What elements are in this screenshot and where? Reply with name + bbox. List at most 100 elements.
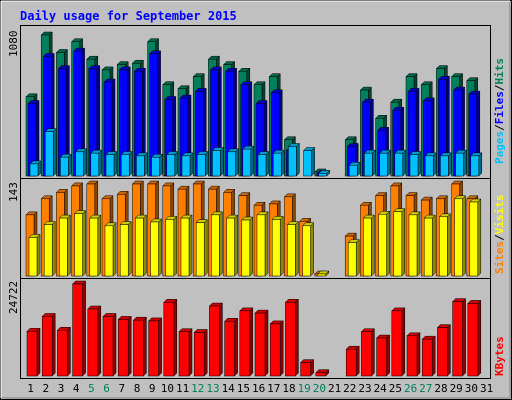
hits-files-pages-pages-bar-3-face	[60, 156, 69, 177]
hits-files-pages-pages-bar-3	[59, 153, 73, 177]
day-label-18: 18	[282, 382, 295, 395]
legend-sites-visits-part-0: Sites	[493, 241, 506, 274]
sites-visits-visits-bar-7-side	[127, 220, 132, 277]
sites-visits-visits-bar-27-side	[431, 214, 436, 277]
sites-visits-visits-bar-14-side	[234, 214, 238, 277]
kbytes-kbytes-bar-26-face	[406, 335, 418, 377]
kbytes-kbytes-bar-25-side	[401, 307, 406, 377]
hits-files-pages-pages-bar-12	[196, 150, 209, 177]
sites-visits-visits-bar-23-face	[363, 217, 372, 277]
kbytes-kbytes-bar-25-face	[391, 310, 403, 377]
kbytes-kbytes-bar-24-face	[376, 337, 387, 377]
kbytes-kbytes-bar-16-face	[254, 312, 266, 377]
kbytes-kbytes-bar-15-face	[239, 310, 251, 377]
kbytes-kbytes-bar-15	[239, 307, 254, 377]
hits-files-pages-pages-bar-16-side	[265, 150, 270, 177]
kbytes-kbytes-bar-3-side	[67, 326, 71, 377]
kbytes-kbytes-bar-13-side	[219, 302, 223, 377]
hits-files-pages-pages-bar-6	[105, 150, 118, 177]
hits-files-pages-pages-bar-8-side	[144, 152, 148, 177]
sites-visits-visits-bar-12-face	[195, 222, 205, 277]
kbytes-kbytes-bar-11	[178, 328, 193, 377]
sites-visits-visits-bar-10-face	[165, 219, 175, 277]
kbytes-kbytes-bar-5-face	[87, 308, 99, 377]
hits-files-pages-pages-bar-18	[287, 142, 301, 177]
kbytes-kbytes-bar-17-side	[279, 320, 284, 377]
hits-files-pages-pages-bar-7-face	[120, 154, 130, 177]
sites-visits-visits-bar-9-face	[150, 221, 159, 277]
kbytes-kbytes-bar-29	[451, 297, 467, 377]
hits-files-pages-pages-bar-23-face	[364, 152, 373, 177]
hits-files-pages-pages-bar-9	[150, 153, 164, 177]
hits-files-pages-pages-bar-29	[454, 149, 468, 177]
hits-files-pages-files-bar-9	[148, 50, 162, 177]
hits-files-pages-pages-bar-16-face	[257, 154, 267, 177]
hits-files-pages-pages-bar-8	[135, 152, 149, 177]
day-label-3: 3	[58, 382, 65, 395]
kbytes-kbytes-bar-16	[254, 309, 269, 377]
sites-visits-axis-max-label: 143	[7, 182, 20, 202]
hits-files-pages-pages-bar-28-face	[440, 155, 449, 177]
hits-files-pages-pages-bar-14-face	[227, 151, 236, 177]
kbytes-kbytes-bar-22-side	[355, 345, 360, 377]
kbytes-kbytes-bar-30-face	[467, 303, 479, 377]
kbytes-kbytes-bar-2-side	[51, 312, 56, 377]
hits-files-pages-pages-bar-17-face	[272, 152, 282, 177]
sites-visits-visits-bar-10-side	[173, 215, 178, 277]
kbytes-kbytes-bar-19	[299, 358, 315, 377]
hits-files-pages-pages-bar-7-side	[128, 150, 133, 177]
sites-visits-visits-bar-25-side	[401, 208, 406, 277]
sites-visits-visits-bar-13	[210, 211, 224, 277]
day-label-4: 4	[73, 382, 80, 395]
hits-files-pages-pages-bar-28-side	[448, 152, 452, 177]
hits-files-pages-pages-bar-1-face	[29, 163, 39, 177]
sites-visits-visits-bar-3	[58, 214, 72, 277]
kbytes-kbytes-bar-28	[436, 324, 452, 377]
sites-visits-visits-bar-6-side	[112, 222, 117, 277]
sites-visits-visits-bar-17-face	[271, 219, 281, 277]
kbytes-kbytes-bar-24-side	[386, 334, 390, 377]
kbytes-kbytes-bar-26-side	[416, 332, 421, 377]
legend-sites-visits-part-2: Visits	[493, 195, 506, 235]
sites-visits-visits-bar-28-face	[439, 216, 448, 277]
kbytes-kbytes-bar-4	[71, 280, 87, 377]
kbytes-kbytes-bar-9	[147, 317, 163, 377]
day-label-12: 12	[191, 382, 204, 395]
sites-visits-visits-bar-14	[225, 214, 239, 277]
sites-visits-visits-bar-5-face	[89, 217, 99, 277]
hits-files-pages-files-bar-4	[72, 47, 86, 177]
sites-visits-visits-bar-13-side	[219, 211, 223, 277]
hits-files-pages-pages-bar-24-face	[379, 152, 388, 177]
kbytes-kbytes-bar-4-side	[82, 280, 86, 377]
kbytes-kbytes-bar-28-side	[447, 324, 451, 377]
sites-visits-visits-bar-7-face	[119, 224, 129, 277]
hits-files-pages-files-bar-8	[133, 67, 147, 177]
sites-visits-visits-bar-30-face	[469, 201, 479, 277]
day-label-2: 2	[42, 382, 49, 395]
sites-visits-visits-bar-12	[195, 218, 208, 277]
hits-files-pages-pages-bar-18-side	[296, 142, 300, 177]
sites-visits-visits-bar-10	[165, 215, 178, 277]
hits-files-pages-pages-bar-9-side	[159, 153, 163, 177]
sites-visits-visits-bar-27-face	[423, 217, 433, 277]
sites-visits-visits-bar-4-side	[82, 209, 86, 277]
day-label-29: 29	[450, 382, 463, 395]
kbytes-kbytes-bar-18-side	[295, 298, 299, 377]
kbytes-kbytes-bar-27-side	[431, 335, 436, 377]
hits-files-pages-pages-bar-25	[394, 149, 407, 177]
kbytes-kbytes-bar-11-face	[178, 331, 190, 377]
sites-visits-visits-bar-4	[73, 209, 87, 277]
hits-files-pages-pages-bar-29-face	[455, 152, 464, 177]
hits-files-pages-pages-bar-13-side	[220, 146, 224, 177]
hits-files-pages-axis-max-label: 1080	[7, 31, 20, 58]
kbytes-kbytes-bar-2-face	[41, 316, 53, 377]
kbytes-kbytes-bar-7	[117, 315, 132, 377]
sites-visits-visits-bar-22-face	[347, 242, 357, 277]
legend-pages-files-hits-part-4: Hits	[493, 58, 506, 85]
day-label-25: 25	[389, 382, 402, 395]
sites-visits-visits-bar-17	[271, 215, 284, 277]
kbytes-kbytes-bar-1-face	[26, 331, 38, 377]
kbytes-kbytes-bar-26	[406, 332, 421, 377]
sites-visits-visits-bar-9-side	[158, 218, 162, 277]
kbytes-kbytes-bar-1-side	[36, 327, 41, 377]
